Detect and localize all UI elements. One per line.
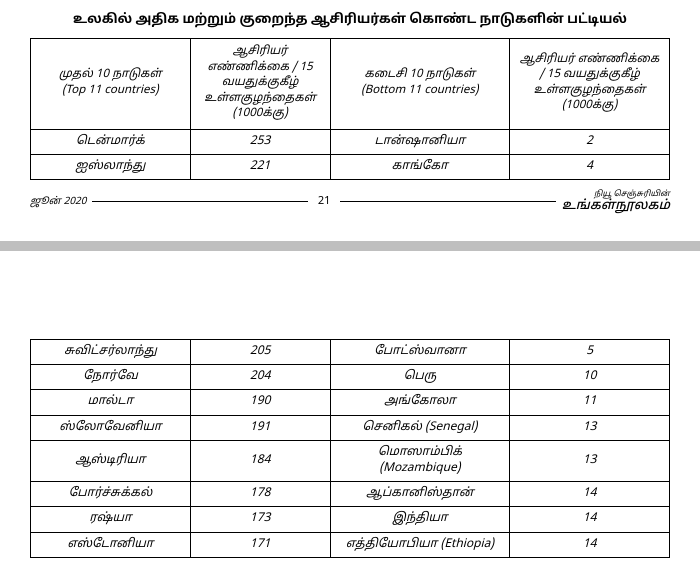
cell-bottom-value: 14: [510, 532, 670, 557]
cell-top-value: 178: [190, 482, 330, 507]
cell-top-value: 190: [190, 390, 330, 415]
table-row: சுவிட்சர்லாந்து 205 போட்ஸ்வானா 5: [31, 340, 670, 365]
cell-top-value: 253: [190, 129, 330, 154]
cell-bottom-country: இந்தியா: [330, 507, 510, 532]
footer-brand-large: உங்கள்நூலகம்: [562, 199, 670, 213]
header-top-countries-l1: முதல் 10 நாடுகள்: [59, 68, 162, 82]
table-row: ஸ்லோவேனியா 191 செனிகல் (Senegal) 13: [31, 415, 670, 440]
cell-bottom-value: 14: [510, 507, 670, 532]
cell-bottom-value: 11: [510, 390, 670, 415]
page-title: உலகில் அதிக மற்றும் குறைந்த ஆசிரியர்கள் …: [0, 0, 700, 38]
cell-top-country: நோர்வே: [31, 365, 191, 390]
header-top-countries-l2: (Top 11 countries): [62, 84, 159, 98]
table-header-row: முதல் 10 நாடுகள் (Top 11 countries) ஆசிர…: [31, 39, 670, 130]
cell-bottom-country: அங்கோலா: [330, 390, 510, 415]
cell-top-country: எஸ்டோனியா: [31, 532, 191, 557]
cell-bottom-value: 14: [510, 482, 670, 507]
page-footer: ஜூன் 2020 21 நியூ செஞ்சுரியின் உங்கள்நூல…: [30, 190, 670, 213]
cell-bottom-value: 10: [510, 365, 670, 390]
cell-top-country: டென்மார்க்: [31, 129, 191, 154]
cell-top-value: 184: [190, 440, 330, 481]
table-row: ஆஸ்டிரியா 184 மொஸாம்பிக் (Mozambique) 13: [31, 440, 670, 481]
cell-top-country: ஆஸ்டிரியா: [31, 440, 191, 481]
table-row: எஸ்டோனியா 171 எத்தியோபியா (Ethiopia) 14: [31, 532, 670, 557]
cell-top-value: 205: [190, 340, 330, 365]
footer-date: ஜூன் 2020: [30, 195, 92, 208]
table-row: ரஷ்யா 173 இந்தியா 14: [31, 507, 670, 532]
cell-top-value: 204: [190, 365, 330, 390]
table-row: மால்டா 190 அங்கோலா 11: [31, 390, 670, 415]
table-row: நோர்வே 204 பெரு 10: [31, 365, 670, 390]
cell-bottom-country: போட்ஸ்வானா: [330, 340, 510, 365]
cell-top-country: ரஷ்யா: [31, 507, 191, 532]
table-row: ஐஸ்லாந்து 221 காங்கோ 4: [31, 154, 670, 179]
footer-rule-right: [340, 201, 555, 202]
footer-rule-left: [92, 201, 307, 202]
page-break-bar: [0, 241, 700, 251]
header-bottom-countries-l2: (Bottom 11 countries): [361, 84, 479, 98]
cell-bottom-country: மொஸாம்பிக் (Mozambique): [330, 440, 510, 481]
cell-bottom-value: 13: [510, 415, 670, 440]
cell-bottom-country: ஆப்கானிஸ்தான்: [330, 482, 510, 507]
cell-bottom-country: எத்தியோபியா (Ethiopia): [330, 532, 510, 557]
cell-bottom-country: செனிகல் (Senegal): [330, 415, 510, 440]
cell-top-country: சுவிட்சர்லாந்து: [31, 340, 191, 365]
cell-bottom-value: 13: [510, 440, 670, 481]
cell-top-value: 191: [190, 415, 330, 440]
header-bottom-ratio: ஆசிரியர் எண்ணிக்கை / 15 வயதுக்குகீழ் உள்…: [510, 39, 670, 130]
page-break-space: [0, 251, 700, 311]
footer-page-number: 21: [308, 195, 341, 209]
header-top-countries: முதல் 10 நாடுகள் (Top 11 countries): [31, 39, 191, 130]
header-bottom-countries-l1: கடைசி 10 நாடுகள்: [364, 68, 475, 82]
cell-bottom-value: 2: [510, 129, 670, 154]
cell-bottom-country: காங்கோ: [330, 154, 510, 179]
table-row: டென்மார்க் 253 டான்ஷானியா 2: [31, 129, 670, 154]
teacher-ratio-table-part2: சுவிட்சர்லாந்து 205 போட்ஸ்வானா 5 நோர்வே …: [30, 339, 670, 558]
cell-top-country: ஸ்லோவேனியா: [31, 415, 191, 440]
cell-top-value: 171: [190, 532, 330, 557]
cell-top-country: போர்ச்சுக்கல்: [31, 482, 191, 507]
cell-bottom-country: டான்ஷானியா: [330, 129, 510, 154]
header-bottom-countries: கடைசி 10 நாடுகள் (Bottom 11 countries): [330, 39, 510, 130]
cell-top-value: 173: [190, 507, 330, 532]
cell-bottom-value: 5: [510, 340, 670, 365]
teacher-ratio-table-part1: முதல் 10 நாடுகள் (Top 11 countries) ஆசிர…: [30, 38, 670, 180]
cell-bottom-value: 4: [510, 154, 670, 179]
cell-top-value: 221: [190, 154, 330, 179]
footer-brand: நியூ செஞ்சுரியின் உங்கள்நூலகம்: [556, 190, 670, 213]
cell-top-country: மால்டா: [31, 390, 191, 415]
header-top-ratio: ஆசிரியர் எண்ணிக்கை / 15 வயதுக்குகீழ் உள்…: [190, 39, 330, 130]
table-row: போர்ச்சுக்கல் 178 ஆப்கானிஸ்தான் 14: [31, 482, 670, 507]
cell-top-country: ஐஸ்லாந்து: [31, 154, 191, 179]
cell-bottom-country: பெரு: [330, 365, 510, 390]
